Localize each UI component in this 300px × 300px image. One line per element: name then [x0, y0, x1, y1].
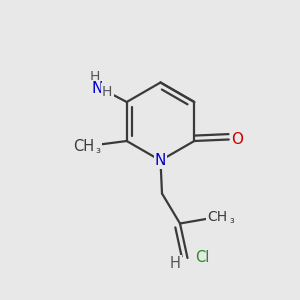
Text: H: H — [90, 70, 101, 84]
Text: N: N — [92, 81, 103, 96]
Text: ₃: ₃ — [230, 213, 234, 226]
Text: H: H — [170, 256, 181, 272]
Text: Cl: Cl — [195, 250, 210, 266]
Text: H: H — [102, 85, 112, 98]
Text: N: N — [155, 153, 166, 168]
Text: CH: CH — [73, 139, 94, 154]
Text: CH: CH — [207, 210, 228, 224]
Text: ₃: ₃ — [96, 142, 101, 156]
Text: O: O — [231, 132, 243, 147]
